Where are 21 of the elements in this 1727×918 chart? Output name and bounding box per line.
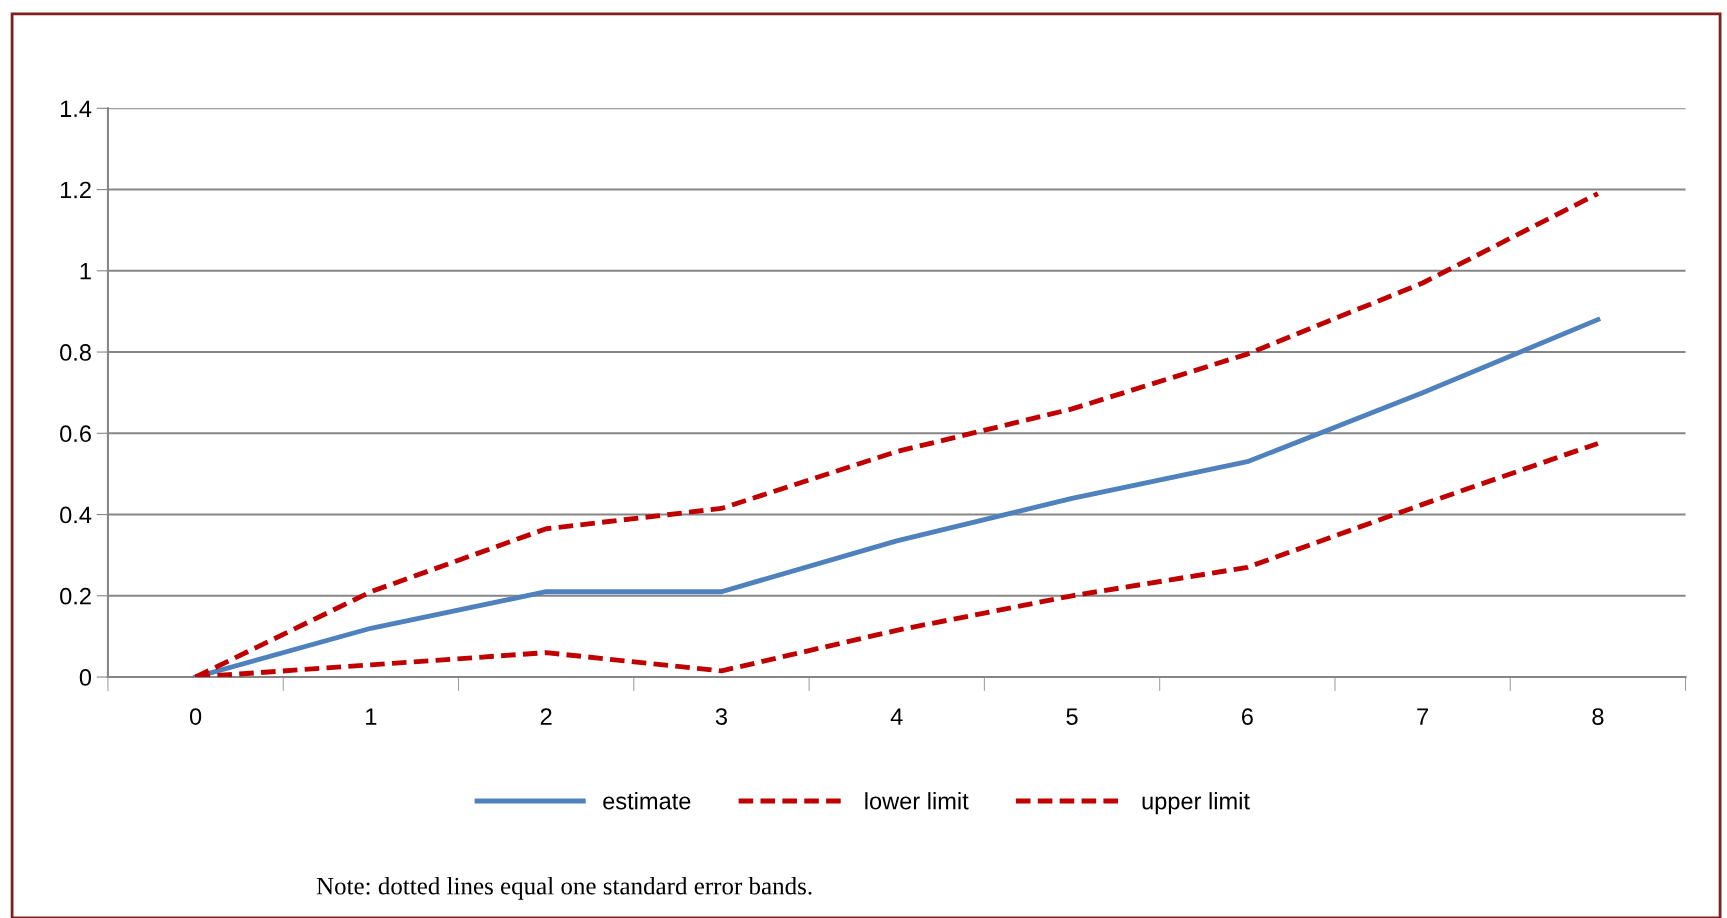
y-tick-label: 0 — [79, 669, 92, 686]
x-tick-label: 8 — [1592, 708, 1604, 725]
y-tick-label: 0.4 — [60, 506, 92, 524]
x-tick-label: 4 — [890, 708, 903, 725]
y-tick-label: 0.8 — [60, 344, 91, 361]
x-tick-label: 6 — [1241, 708, 1253, 725]
legend-label: upper limit — [1142, 792, 1250, 815]
legend-label: estimate — [603, 792, 691, 810]
x-tick-label: 5 — [1066, 708, 1078, 725]
y-tick-label: 1.2 — [60, 181, 91, 199]
x-tick-label: 2 — [540, 708, 552, 725]
x-tick-label: 3 — [715, 708, 727, 725]
text: Note: dotted lines equal one standard error bands. — [316, 876, 812, 900]
legend-label: lower limit — [865, 792, 969, 810]
x-tick-label: 1 — [366, 708, 377, 725]
x-tick-label: 7 — [1417, 708, 1428, 725]
y-tick-label: 0.6 — [60, 425, 91, 443]
x-tick-label: 0 — [189, 708, 202, 725]
y-tick-label: 1.4 — [60, 100, 92, 117]
y-tick-label: 0.2 — [60, 587, 91, 605]
y-tick-label: 1 — [80, 263, 91, 280]
